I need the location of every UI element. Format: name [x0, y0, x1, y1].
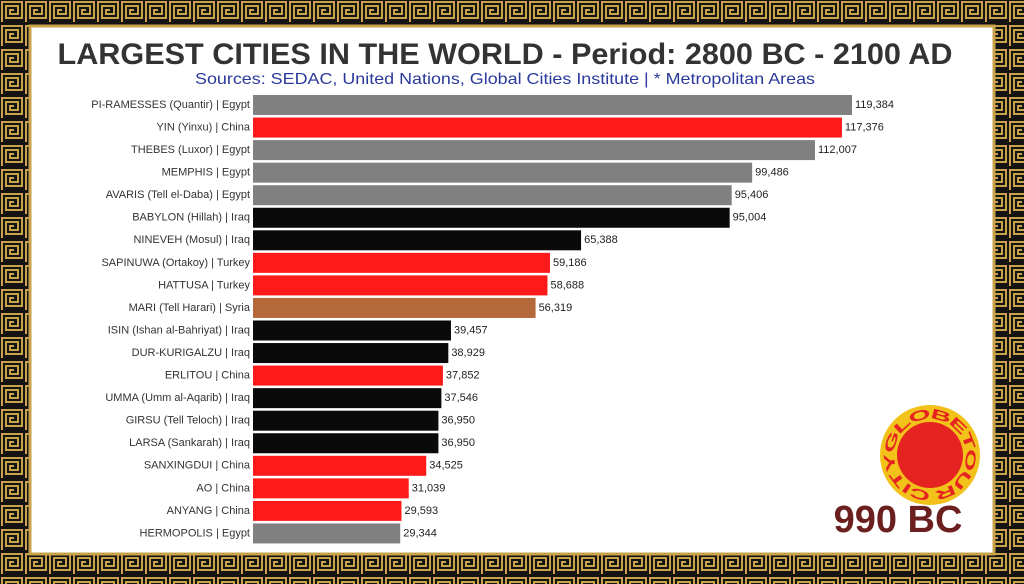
y-tick-label: ANYANG | China [167, 505, 251, 517]
value-label: 31,039 [412, 482, 446, 494]
y-tick-label: MEMPHIS | Egypt [162, 167, 250, 179]
y-tick-label: HERMOPOLIS | Egypt [140, 527, 250, 539]
value-label: 37,546 [444, 392, 478, 404]
y-tick-label: GIRSU (Tell Teloch) | Iraq [126, 415, 250, 427]
value-label: 39,457 [454, 324, 488, 336]
bar [253, 523, 401, 544]
y-tick-label: LARSA (Sankarah) | Iraq [129, 437, 250, 449]
bar [253, 297, 536, 318]
bar [253, 410, 439, 431]
bar [253, 275, 548, 296]
value-label: 29,344 [403, 527, 437, 539]
y-tick-label: ISIN (Ishan al-Bahriyat) | Iraq [108, 324, 250, 336]
bar [253, 455, 427, 476]
bar [253, 117, 842, 138]
value-label: 59,186 [553, 257, 587, 269]
bar [253, 185, 732, 206]
logo: CITYGLOBETOUR [880, 404, 981, 505]
bar [253, 500, 402, 521]
bar [253, 140, 815, 161]
chart-title: LARGEST CITIES IN THE WORLD - Period: 28… [58, 38, 953, 71]
value-label: 56,319 [539, 302, 573, 314]
value-label: 38,929 [451, 347, 485, 359]
y-tick-label: AO | China [196, 482, 250, 494]
y-tick-label: SAPINUWA (Ortakoy) | Turkey [101, 257, 250, 269]
bar [253, 478, 409, 499]
y-tick-label: YIN (Yinxu) | China [156, 121, 250, 133]
period-label: 990 BC [834, 499, 963, 541]
chart-subtitle: Sources: SEDAC, United Nations, Global C… [195, 71, 815, 88]
y-tick-label: HATTUSA | Turkey [158, 279, 250, 291]
y-tick-label: NINEVEH (Mosul) | Iraq [133, 234, 250, 246]
bar [253, 252, 550, 273]
y-tick-label: MARI (Tell Harari) | Syria [129, 302, 251, 314]
y-tick-label: UMMA (Umm al-Aqarib) | Iraq [105, 392, 250, 404]
value-label: 65,388 [584, 234, 618, 246]
value-label: 29,593 [404, 505, 438, 517]
bar [253, 95, 852, 115]
bar [253, 343, 449, 364]
value-label: 36,950 [441, 415, 475, 427]
value-label: 95,004 [733, 212, 767, 224]
bar [253, 207, 730, 228]
y-tick-label: PI-RAMESSES (Quantir) | Egypt [91, 99, 250, 111]
value-label: 117,376 [845, 121, 884, 133]
bar [253, 230, 582, 251]
y-tick-label: SANXINGDUI | China [144, 460, 251, 472]
y-tick-label: DUR-KURIGALZU | Iraq [132, 347, 250, 359]
bar [253, 162, 753, 183]
y-tick-label: BABYLON (Hillah) | Iraq [132, 212, 250, 224]
value-label: 119,384 [855, 99, 894, 111]
y-tick-label: AVARIS (Tell el-Daba) | Egypt [106, 189, 250, 201]
y-tick-label: ERLITOU | China [165, 370, 251, 382]
bar [253, 365, 443, 386]
value-label: 112,007 [818, 144, 857, 156]
bar [253, 388, 442, 409]
value-label: 95,406 [735, 189, 769, 201]
bar [253, 433, 439, 454]
y-tick-label: THEBES (Luxor) | Egypt [131, 144, 250, 156]
bar [253, 320, 451, 341]
logo-center [897, 422, 963, 488]
value-label: 58,688 [550, 279, 584, 291]
value-label: 99,486 [755, 167, 789, 179]
value-label: 34,525 [429, 460, 463, 472]
value-label: 37,852 [446, 370, 480, 382]
value-label: 36,950 [441, 437, 475, 449]
